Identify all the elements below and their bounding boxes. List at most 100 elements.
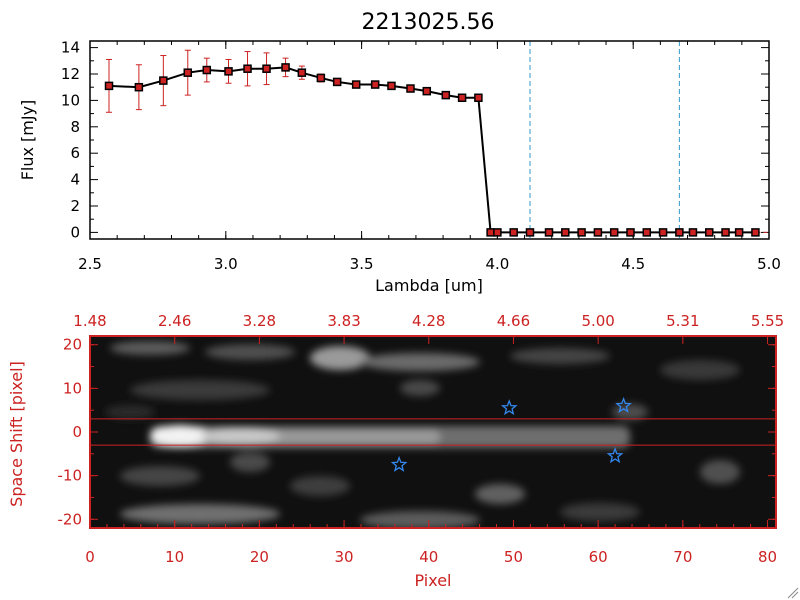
spectrum-image-top-tick-labels: 1.48 2.46 3.28 3.83 4.28 4.66 5.00 5.31 5.55	[73, 312, 784, 330]
data-point	[457, 93, 467, 103]
data-point	[609, 228, 619, 237]
image-y-tick-label: 20	[63, 336, 82, 354]
data-point	[642, 228, 652, 237]
spectrum-x-tick-label: 4.5	[621, 255, 645, 273]
image-x-tick-label: 70	[673, 548, 692, 566]
spectrum-series	[104, 49, 769, 237]
data-point	[316, 73, 326, 83]
image-top-tick-label: 3.83	[327, 312, 360, 330]
spectrum-y-tick-label: 12	[61, 65, 80, 83]
spectrum-title: 2213025.56	[362, 10, 495, 35]
spectrum-y-tick-labels: 0 2 4 6 8 10 12 14	[61, 39, 80, 242]
data-point	[159, 76, 168, 85]
data-point	[675, 228, 684, 237]
spectrum-image-plot: 0 10 20 30 40 50 60 70 80 1.48 2.46 3.28 3.83 4.28 4.…	[7, 312, 784, 590]
spectrum-axes-frame	[89, 40, 770, 240]
spectrum-y-tick-label: 14	[61, 39, 80, 57]
image-top-tick-label: 2.46	[158, 312, 191, 330]
data-point	[104, 81, 114, 91]
data-point	[525, 228, 535, 237]
spectrum-y-tick-label: 2	[70, 197, 80, 215]
star-marker	[390, 455, 408, 472]
image-y-tick-label: -20	[58, 510, 83, 528]
star-marker	[615, 396, 632, 413]
star-marker	[500, 399, 518, 416]
spectrum-x-tick-label: 2.5	[78, 255, 102, 273]
data-point	[243, 64, 252, 73]
spectrum-x-tick-label: 3.0	[214, 255, 238, 273]
data-point	[626, 228, 635, 237]
image-top-tick-label: 1.48	[73, 312, 106, 330]
image-top-tick-label: 4.66	[497, 312, 530, 330]
spectrum-y-tick-label: 4	[70, 171, 80, 189]
spectrum-x-axis-label: Lambda [um]	[375, 276, 483, 295]
data-point	[224, 67, 233, 76]
spectrum-x-tick-labels: 2.5 3.0 3.5 4.0 4.5 5.0	[78, 255, 781, 273]
spectrum-x-tick-label: 5.0	[757, 255, 781, 273]
image-x-tick-label: 20	[250, 548, 269, 566]
data-point	[486, 228, 495, 237]
image-top-tick-label: 5.31	[666, 312, 699, 330]
spectrum-x-tick-label: 3.5	[350, 255, 374, 273]
spectrum-image-x-axis-label: Pixel	[414, 571, 451, 590]
image-x-tick-label: 60	[589, 548, 608, 566]
data-point	[593, 228, 603, 237]
data-point	[134, 82, 144, 92]
data-point	[734, 228, 744, 237]
spectrum-y-tick-label: 0	[70, 223, 80, 241]
data-point	[202, 65, 212, 75]
data-point	[332, 77, 342, 87]
spectrum-image-markers	[390, 396, 632, 472]
data-point	[422, 86, 432, 96]
data-point	[493, 228, 502, 237]
data-point	[297, 68, 307, 77]
spectrum-plot: 2213025.56 2.5 3.0 3.5 4.0 4.5 5.0 0 2 4 6 8 10 12 1…	[18, 10, 781, 295]
spectrum-image-x-tick-labels: 0 10 20 30 40 50 60 70 80	[85, 548, 777, 566]
image-top-tick-label: 3.28	[243, 312, 276, 330]
image-y-tick-label: -10	[58, 467, 83, 485]
data-point	[370, 80, 380, 89]
image-x-tick-label: 10	[165, 548, 184, 566]
data-point	[183, 68, 193, 77]
spectrum-line	[108, 66, 756, 234]
data-point	[281, 63, 290, 72]
window-resize-grip[interactable]	[787, 587, 799, 599]
spectrum-image	[90, 336, 776, 528]
image-x-tick-label: 80	[758, 548, 777, 566]
image-x-tick-label: 0	[85, 548, 95, 566]
image-top-tick-label: 5.55	[751, 312, 784, 330]
data-point	[262, 64, 271, 73]
data-point	[751, 228, 760, 237]
data-point	[441, 90, 451, 100]
image-top-tick-label: 4.28	[412, 312, 445, 330]
data-point	[704, 228, 714, 237]
spectrum-y-tick-label: 8	[70, 118, 80, 136]
star-marker	[606, 447, 624, 464]
data-point	[721, 228, 730, 237]
image-y-tick-label: 10	[63, 379, 82, 397]
spectrum-y-tick-label: 6	[70, 144, 80, 162]
image-x-tick-label: 30	[335, 548, 354, 566]
data-point	[474, 93, 483, 103]
spectrum-image-y-tick-labels: 20 10 0 -10 -20	[58, 336, 83, 529]
data-point	[351, 80, 361, 89]
data-point	[387, 81, 396, 91]
data-point	[561, 228, 570, 237]
spectrum-vlines	[529, 41, 680, 239]
image-x-tick-label: 50	[504, 548, 523, 566]
spectrum-y-axis-label: Flux [mJy]	[18, 100, 37, 181]
image-top-tick-label: 5.00	[581, 312, 614, 330]
data-point	[688, 228, 698, 237]
image-y-tick-label: 0	[72, 423, 82, 441]
image-x-tick-label: 40	[419, 548, 438, 566]
data-point	[658, 228, 668, 237]
data-point	[544, 228, 554, 237]
spectrum-image-y-axis-label: Space Shift [pixel]	[7, 361, 26, 507]
spectrum-x-tick-label: 4.0	[485, 255, 509, 273]
extraction-aperture-lines	[90, 418, 776, 446]
data-point	[509, 228, 518, 237]
data-point	[577, 228, 586, 237]
spectrum-image-tick-marks	[89, 336, 776, 528]
spectrum-y-tick-label: 10	[61, 91, 80, 109]
